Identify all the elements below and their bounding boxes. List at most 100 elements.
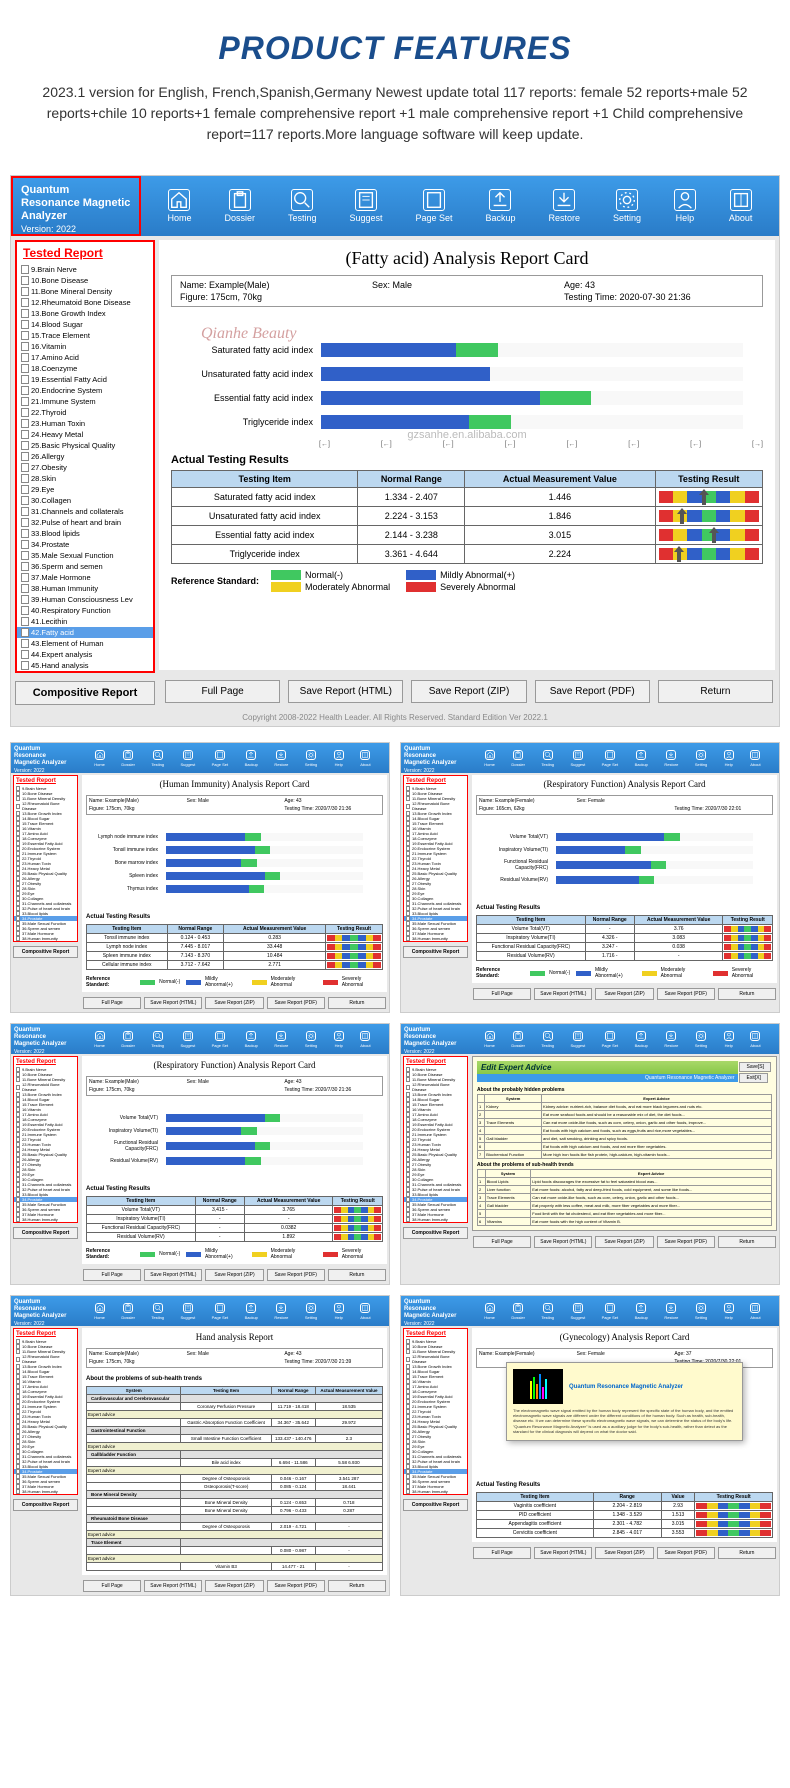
toolbar-suggest[interactable]: Suggest bbox=[571, 750, 586, 767]
toolbar-page set[interactable]: Page Set bbox=[602, 1303, 618, 1320]
toolbar-setting[interactable]: Setting bbox=[305, 1303, 317, 1320]
toolbar-page set[interactable]: Page Set bbox=[415, 189, 452, 223]
sidebar-item[interactable]: 13.Bone Growth Index bbox=[17, 308, 153, 319]
button[interactable]: Save Report (ZIP) bbox=[205, 1269, 263, 1281]
button[interactable]: Return bbox=[718, 988, 776, 1000]
toolbar-about[interactable]: About bbox=[360, 750, 370, 767]
button[interactable]: Save Report (HTML) bbox=[144, 1269, 202, 1281]
toolbar-help[interactable]: Help bbox=[334, 1031, 344, 1048]
toolbar-dossier[interactable]: Dossier bbox=[511, 750, 525, 767]
button[interactable]: Save Report (PDF) bbox=[267, 1580, 325, 1592]
save-report-html--button[interactable]: Save Report (HTML) bbox=[288, 680, 403, 703]
toolbar-suggest[interactable]: Suggest bbox=[181, 750, 196, 767]
sidebar-item[interactable]: 37.Male Hormone bbox=[17, 572, 153, 583]
sidebar-item[interactable]: 34.Prostate bbox=[17, 539, 153, 550]
toolbar-restore[interactable]: Restore bbox=[664, 1303, 678, 1320]
toolbar-restore[interactable]: Restore bbox=[274, 750, 288, 767]
sidebar-item[interactable]: 23.Human Toxin bbox=[17, 418, 153, 429]
toolbar-suggest[interactable]: Suggest bbox=[349, 189, 382, 223]
toolbar-dossier[interactable]: Dossier bbox=[121, 750, 135, 767]
button[interactable]: Save Report (ZIP) bbox=[595, 1547, 653, 1559]
toolbar-page set[interactable]: Page Set bbox=[212, 1031, 228, 1048]
sidebar-item[interactable]: 15.Trace Element bbox=[17, 330, 153, 341]
button[interactable]: Return bbox=[718, 1547, 776, 1559]
toolbar-restore[interactable]: Restore bbox=[664, 1031, 678, 1048]
button[interactable]: Return bbox=[328, 1580, 386, 1592]
button[interactable]: Save Report (PDF) bbox=[267, 997, 325, 1009]
sidebar-item[interactable]: 45.Hand analysis bbox=[17, 660, 153, 671]
toolbar-dossier[interactable]: Dossier bbox=[121, 1303, 135, 1320]
toolbar-page set[interactable]: Page Set bbox=[212, 1303, 228, 1320]
button[interactable]: Save Report (HTML) bbox=[144, 1580, 202, 1592]
toolbar-suggest[interactable]: Suggest bbox=[181, 1031, 196, 1048]
sidebar-item[interactable]: 27.Obesity bbox=[17, 462, 153, 473]
toolbar-testing[interactable]: Testing bbox=[541, 1303, 554, 1320]
toolbar-suggest[interactable]: Suggest bbox=[181, 1303, 196, 1320]
button[interactable]: Return bbox=[718, 1236, 776, 1248]
toolbar-backup[interactable]: Backup bbox=[635, 1303, 648, 1320]
button[interactable]: Full Page bbox=[473, 988, 531, 1000]
toolbar-page set[interactable]: Page Set bbox=[212, 750, 228, 767]
sidebar-item[interactable]: 10.Bone Disease bbox=[17, 275, 153, 286]
toolbar-home[interactable]: Home bbox=[484, 750, 495, 767]
toolbar-dossier[interactable]: Dossier bbox=[511, 1031, 525, 1048]
button[interactable]: Save Report (HTML) bbox=[144, 997, 202, 1009]
toolbar-testing[interactable]: Testing bbox=[541, 1031, 554, 1048]
toolbar-home[interactable]: Home bbox=[484, 1031, 495, 1048]
compositive-report-button[interactable]: Compositive Report bbox=[403, 1227, 468, 1239]
toolbar-dossier[interactable]: Dossier bbox=[121, 1031, 135, 1048]
button[interactable]: Save Report (ZIP) bbox=[595, 988, 653, 1000]
toolbar-testing[interactable]: Testing bbox=[151, 750, 164, 767]
toolbar-testing[interactable]: Testing bbox=[541, 750, 554, 767]
toolbar-about[interactable]: About bbox=[729, 189, 753, 223]
toolbar-about[interactable]: About bbox=[750, 750, 760, 767]
toolbar-suggest[interactable]: Suggest bbox=[571, 1303, 586, 1320]
sidebar-item[interactable]: 17.Amino Acid bbox=[17, 352, 153, 363]
sidebar-item[interactable]: 41.Lecithin bbox=[17, 616, 153, 627]
toolbar-testing[interactable]: Testing bbox=[151, 1303, 164, 1320]
toolbar-backup[interactable]: Backup bbox=[635, 750, 648, 767]
toolbar-backup[interactable]: Backup bbox=[245, 750, 258, 767]
toolbar-about[interactable]: About bbox=[360, 1303, 370, 1320]
sidebar-item[interactable]: 14.Blood Sugar bbox=[17, 319, 153, 330]
toolbar-setting[interactable]: Setting bbox=[305, 750, 317, 767]
button[interactable]: Save Report (HTML) bbox=[534, 988, 592, 1000]
button[interactable]: Full Page bbox=[83, 1580, 141, 1592]
toolbar-help[interactable]: Help bbox=[724, 750, 734, 767]
toolbar-restore[interactable]: Restore bbox=[274, 1303, 288, 1320]
toolbar-testing[interactable]: Testing bbox=[151, 1031, 164, 1048]
sidebar-item[interactable]: 25.Basic Physical Quality bbox=[17, 440, 153, 451]
sidebar-item[interactable]: 44.Expert analysis bbox=[17, 649, 153, 660]
button[interactable]: Return bbox=[328, 997, 386, 1009]
full-page-button[interactable]: Full Page bbox=[165, 680, 280, 703]
sidebar-item[interactable]: 24.Heavy Metal bbox=[17, 429, 153, 440]
sidebar-item[interactable]: 16.Vitamin bbox=[17, 341, 153, 352]
toolbar-backup[interactable]: Backup bbox=[245, 1031, 258, 1048]
toolbar-dossier[interactable]: Dossier bbox=[224, 189, 255, 223]
compositive-report-button[interactable]: Compositive Report bbox=[15, 681, 155, 705]
sidebar-item[interactable]: 35.Male Sexual Function bbox=[17, 550, 153, 561]
sidebar-item[interactable]: 12.Rheumatoid Bone Disease bbox=[17, 297, 153, 308]
compositive-report-button[interactable]: Compositive Report bbox=[403, 946, 468, 958]
toolbar-home[interactable]: Home bbox=[167, 189, 191, 223]
toolbar-restore[interactable]: Restore bbox=[274, 1031, 288, 1048]
button[interactable]: Save Report (PDF) bbox=[657, 988, 715, 1000]
sidebar-item[interactable]: 22.Thyroid bbox=[17, 407, 153, 418]
toolbar-setting[interactable]: Setting bbox=[695, 750, 707, 767]
button[interactable]: Save Report (PDF) bbox=[267, 1269, 325, 1281]
toolbar-restore[interactable]: Restore bbox=[664, 750, 678, 767]
sidebar-item[interactable]: 30.Collagen bbox=[17, 495, 153, 506]
toolbar-help[interactable]: Help bbox=[674, 189, 696, 223]
toolbar-help[interactable]: Help bbox=[724, 1031, 734, 1048]
sidebar-item[interactable]: 40.Respiratory Function bbox=[17, 605, 153, 616]
button[interactable]: Save Report (ZIP) bbox=[595, 1236, 653, 1248]
save-button[interactable]: Save[S] bbox=[739, 1062, 771, 1072]
toolbar-testing[interactable]: Testing bbox=[288, 189, 317, 223]
exit-button[interactable]: Exit[X] bbox=[739, 1073, 767, 1083]
sidebar-item[interactable]: 43.Element of Human bbox=[17, 638, 153, 649]
button[interactable]: Save Report (HTML) bbox=[534, 1547, 592, 1559]
sidebar-item[interactable]: 32.Pulse of heart and brain bbox=[17, 517, 153, 528]
button[interactable]: Full Page bbox=[83, 997, 141, 1009]
button[interactable]: Save Report (PDF) bbox=[657, 1547, 715, 1559]
toolbar-setting[interactable]: Setting bbox=[695, 1303, 707, 1320]
